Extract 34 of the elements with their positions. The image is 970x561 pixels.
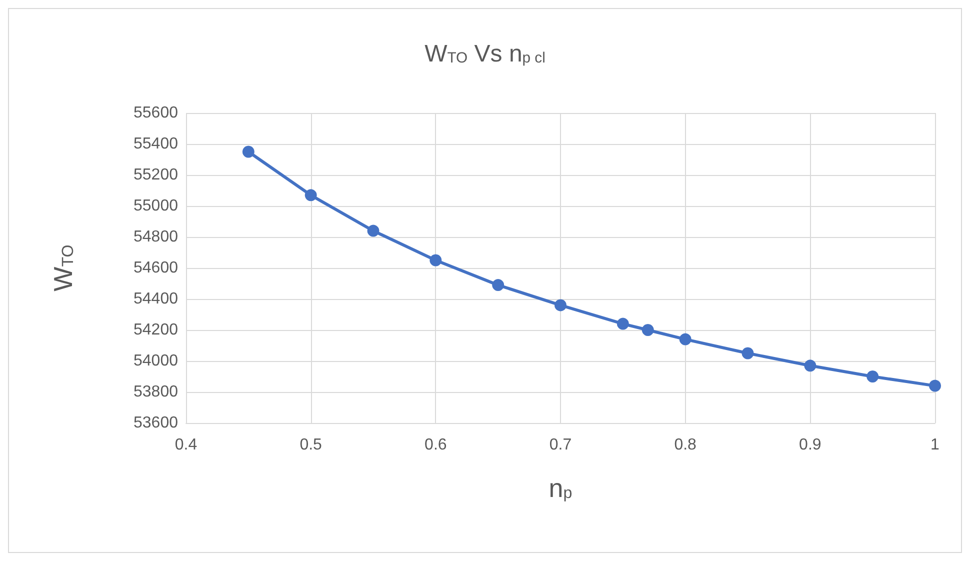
y-tick-label: 53800 bbox=[134, 384, 178, 400]
y-tick-label: 53600 bbox=[134, 414, 178, 432]
point bbox=[866, 370, 879, 382]
y-tick-label: 55400 bbox=[134, 136, 178, 152]
y-tick-label: 55200 bbox=[134, 166, 178, 184]
x-tick-label: 1 bbox=[930, 436, 940, 454]
point bbox=[304, 189, 317, 202]
point bbox=[430, 254, 442, 266]
point bbox=[642, 324, 654, 336]
x-axis-title: np bbox=[548, 473, 572, 503]
point bbox=[492, 279, 504, 292]
point bbox=[616, 318, 629, 330]
x-tick-label: 0.6 bbox=[424, 436, 447, 454]
point bbox=[742, 347, 754, 360]
point bbox=[679, 333, 692, 346]
point bbox=[367, 224, 380, 237]
y-tick-label: 55600 bbox=[134, 104, 178, 122]
y-tick-label: 54600 bbox=[134, 260, 178, 276]
point bbox=[804, 360, 816, 372]
y-axis-title: WTO bbox=[48, 244, 78, 292]
x-tick-label: 0.4 bbox=[174, 436, 198, 454]
y-tick-label: 54800 bbox=[134, 228, 178, 246]
chart-title: WTO Vs np cl bbox=[424, 40, 546, 68]
y-tick-label: 54400 bbox=[134, 290, 178, 308]
x-tick-label: 0.7 bbox=[549, 436, 572, 454]
point bbox=[554, 299, 566, 312]
y-tick-label: 55000 bbox=[134, 198, 178, 214]
y-tick-label: 54000 bbox=[134, 352, 178, 370]
x-tick-label: 0.8 bbox=[674, 436, 697, 454]
y-tick-label: 54200 bbox=[134, 322, 178, 338]
point bbox=[242, 146, 254, 158]
point bbox=[929, 380, 941, 392]
x-tick-label: 0.5 bbox=[300, 436, 322, 454]
x-tick-label: 0.9 bbox=[799, 436, 822, 454]
